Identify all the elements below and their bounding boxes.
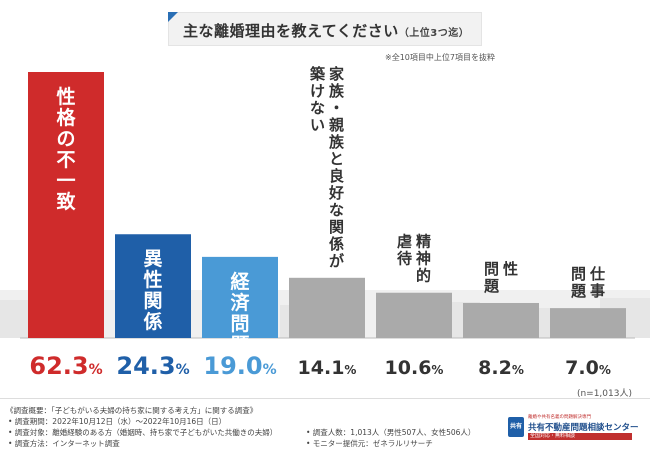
- value-label: 14.1%: [298, 357, 357, 379]
- value-label: 24.3%: [116, 352, 189, 380]
- chart-title-suffix: （上位3つ迄）: [398, 28, 470, 39]
- bar: [463, 302, 539, 338]
- category-label: 性: [503, 260, 518, 278]
- sample-size-label: (n=1,013人): [576, 389, 632, 399]
- bar: [28, 72, 104, 338]
- category-label: 虐待: [397, 233, 412, 268]
- survey-target: • 調査対象：離婚経験のある方（婚姻時、持ち家で子どもがいた共働きの夫婦）: [8, 428, 278, 437]
- survey-title: 《調査概要：「子どもがいる夫婦の持ち家に関する考え方」に関する調査》: [6, 406, 258, 415]
- survey-provider: • モニター提供元：ゼネラルリサーチ: [306, 439, 433, 448]
- category-label: 家族・親族と良好な関係が: [328, 65, 345, 270]
- title-corner-accent: [168, 12, 178, 22]
- value-label: 10.6%: [385, 357, 444, 379]
- category-label: 問題: [571, 265, 587, 300]
- chart-title: 主な離婚理由を教えてください（上位3つ迄）: [183, 22, 470, 40]
- selection-note: ※全10項目中上位7項目を抜粋: [385, 53, 495, 62]
- footer: 《調査概要：「子どもがいる夫婦の持ち家に関する考え方」に関する調査》 • 調査期…: [0, 398, 650, 451]
- logo-tagline: 離婚や共有名義の問題解決専門: [528, 415, 591, 420]
- value-label: 8.2%: [478, 357, 524, 379]
- logo-mark: 共有: [508, 417, 524, 437]
- category-label: 精神的: [416, 233, 431, 285]
- category-label: 異性関係: [143, 248, 162, 333]
- category-label: 性格の不一致: [56, 85, 76, 213]
- bar: [115, 234, 191, 338]
- survey-method: • 調査方法：インターネット調査: [8, 439, 120, 448]
- bar: [202, 256, 278, 338]
- title-box: 主な離婚理由を教えてください（上位3つ迄）: [168, 12, 482, 46]
- category-label: 経済問題: [230, 270, 250, 356]
- bar: [289, 277, 365, 338]
- value-label: 62.3%: [29, 352, 102, 380]
- survey-count: • 調査人数：1,013人（男性507人、女性506人）: [306, 428, 476, 437]
- category-label: 仕事: [589, 265, 605, 300]
- company-logo: 共有 離婚や共有名義の問題解決専門 共有不動産問題相談センター 全国対応・無料相…: [508, 413, 639, 443]
- bar: [550, 308, 626, 338]
- logo-name: 共有不動産問題相談センター: [528, 423, 639, 433]
- bar: [376, 292, 452, 338]
- value-label: 19.0%: [203, 352, 276, 380]
- logo-bar: [528, 433, 632, 440]
- category-label: 問題: [484, 260, 500, 295]
- category-label: 築けない: [309, 65, 326, 134]
- survey-period: • 調査期間：2022年10月12日（水）～2022年10月16日（日）: [8, 417, 227, 426]
- value-label: 7.0%: [565, 357, 611, 379]
- logo-sub: 全国対応・無料相談: [530, 433, 576, 439]
